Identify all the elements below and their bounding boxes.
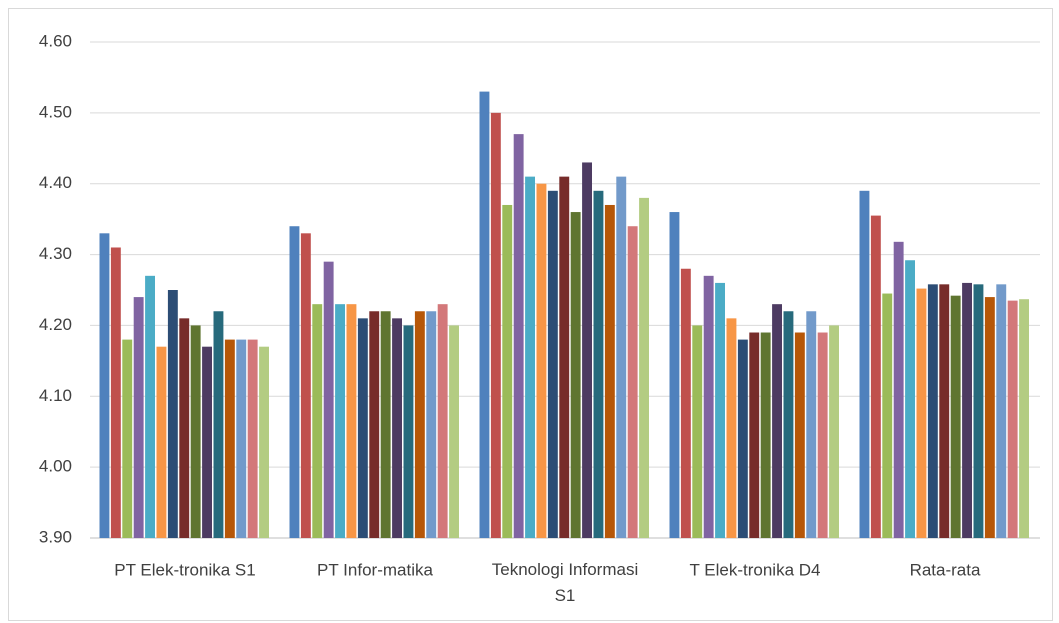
bar bbox=[703, 275, 714, 538]
bar bbox=[570, 212, 581, 539]
bar bbox=[973, 284, 984, 538]
bar bbox=[335, 304, 345, 538]
x-tick-label: Teknologi Informasi S1 bbox=[492, 560, 638, 605]
y-tick-label: 4.20 bbox=[39, 315, 72, 334]
bar bbox=[502, 204, 513, 538]
bar bbox=[259, 346, 269, 538]
bar bbox=[749, 332, 760, 538]
y-tick-label: 4.50 bbox=[39, 102, 72, 121]
bar bbox=[525, 176, 535, 538]
bar bbox=[289, 226, 300, 538]
bar bbox=[639, 197, 649, 538]
bar bbox=[380, 311, 391, 538]
bar bbox=[213, 311, 224, 538]
bar bbox=[669, 212, 680, 539]
bar bbox=[179, 318, 190, 538]
bar bbox=[536, 183, 547, 538]
bar bbox=[905, 260, 915, 538]
bar bbox=[99, 233, 110, 539]
bar bbox=[110, 247, 121, 538]
bar bbox=[167, 290, 178, 538]
bar bbox=[829, 325, 839, 538]
bar bbox=[737, 339, 748, 538]
y-tick-label: 4.00 bbox=[39, 457, 72, 476]
bar bbox=[1019, 299, 1029, 538]
bar bbox=[680, 268, 691, 538]
bar bbox=[996, 284, 1007, 538]
bar bbox=[323, 261, 334, 538]
bar bbox=[783, 311, 794, 538]
bar bbox=[760, 332, 771, 538]
bar bbox=[593, 190, 604, 539]
bar bbox=[312, 304, 323, 538]
bar bbox=[950, 295, 961, 538]
bar bbox=[882, 293, 893, 538]
bar bbox=[247, 339, 258, 538]
bar bbox=[859, 190, 870, 539]
bar bbox=[1007, 300, 1018, 538]
bar bbox=[794, 332, 805, 538]
x-tick-label: PT Elek-tronika S1 bbox=[114, 560, 255, 579]
bar bbox=[616, 176, 627, 538]
bar bbox=[627, 226, 638, 538]
bar bbox=[346, 304, 357, 538]
x-tick-label: PT Infor-matika bbox=[317, 560, 433, 579]
bar bbox=[893, 241, 904, 538]
bar bbox=[357, 318, 368, 538]
bar bbox=[726, 318, 737, 538]
y-tick-label: 4.30 bbox=[39, 244, 72, 263]
bar bbox=[817, 332, 828, 538]
bar bbox=[692, 325, 703, 538]
x-tick-label: T Elek-tronika D4 bbox=[689, 560, 820, 579]
bar bbox=[156, 346, 167, 538]
bar bbox=[916, 288, 927, 538]
bar bbox=[772, 304, 782, 538]
bar bbox=[870, 215, 881, 538]
bar bbox=[426, 311, 437, 538]
bar bbox=[145, 275, 155, 538]
bar bbox=[414, 311, 425, 538]
bar bbox=[806, 311, 817, 538]
bar bbox=[122, 339, 133, 538]
bar bbox=[403, 325, 414, 538]
bar bbox=[392, 318, 402, 538]
bar bbox=[437, 304, 448, 538]
bar bbox=[190, 325, 201, 538]
bar bbox=[236, 339, 247, 538]
bar bbox=[559, 176, 570, 538]
bar bbox=[490, 112, 501, 538]
y-tick-label: 4.60 bbox=[39, 31, 72, 50]
bar bbox=[513, 134, 524, 538]
bar bbox=[604, 204, 615, 538]
bar bbox=[962, 282, 972, 538]
bar bbox=[369, 311, 380, 538]
bar bbox=[984, 297, 995, 538]
bar bbox=[479, 91, 490, 538]
bar bbox=[133, 297, 144, 538]
bar bbox=[715, 282, 725, 538]
y-tick-label: 4.10 bbox=[39, 386, 72, 405]
bar bbox=[939, 284, 950, 538]
bar bbox=[449, 325, 459, 538]
bar bbox=[202, 346, 212, 538]
bar bbox=[547, 190, 558, 539]
y-tick-label: 4.40 bbox=[39, 173, 72, 192]
bar bbox=[927, 284, 938, 538]
bar bbox=[224, 339, 235, 538]
bar bbox=[300, 233, 311, 539]
x-tick-label: Rata-rata bbox=[910, 560, 981, 579]
bar bbox=[582, 162, 592, 538]
y-tick-label: 3.90 bbox=[39, 527, 72, 546]
